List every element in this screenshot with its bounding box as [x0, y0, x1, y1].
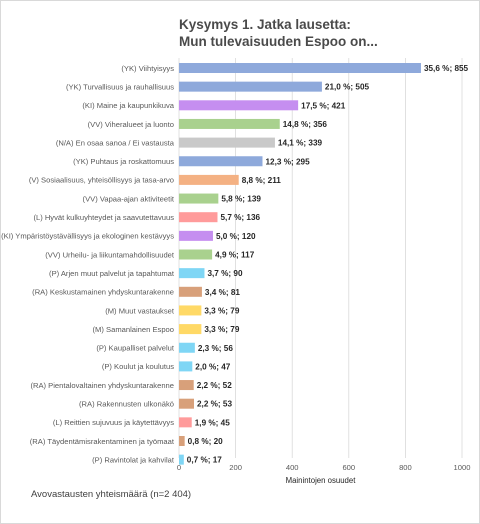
chart-title-line-1: Kysymys 1. Jatka lausetta: [179, 17, 351, 32]
data-label: 5,8 %; 139 [221, 195, 261, 204]
bar [179, 118, 280, 129]
x-tick-label: 600 [342, 463, 355, 472]
bar [179, 286, 202, 297]
category-label: (M) Samanlainen Espoo [93, 325, 174, 334]
category-label: (N/A) En osaa sanoa / Ei vastausta [56, 138, 175, 147]
category-label: (P) Kaupalliset palvelut [96, 344, 175, 353]
category-label: (V) Sosiaalisuus, yhteisöllisyys ja tasa… [29, 176, 174, 185]
category-label: (L) Hyvät kulkuyhteydet ja saavutettavuu… [33, 213, 174, 222]
data-label: 3,3 %; 79 [204, 325, 239, 334]
bar [179, 63, 421, 73]
data-label: 12,3 %; 295 [265, 157, 310, 166]
bar [179, 361, 193, 372]
category-label: (RA) Rakennusten ulkonäkö [79, 400, 174, 409]
chart-title-line-2: Mun tulevaisuuden Espoo on... [179, 34, 378, 49]
footnote: Avovastausten yhteismäärä (n=2 404) [31, 489, 192, 500]
data-label: 5,0 %; 120 [216, 232, 256, 241]
category-label: (VV) Viheralueet ja luonto [88, 120, 174, 129]
category-label: (VV) Urheilu- ja liikuntamahdollisuudet [45, 250, 175, 259]
category-label: (KI) Ympäristöystävällisyys ja ekologine… [1, 232, 174, 241]
data-label: 2,2 %; 52 [197, 381, 232, 390]
data-label: 21,0 %; 505 [325, 83, 370, 92]
data-label: 17,5 %; 421 [301, 101, 346, 110]
bar [179, 100, 299, 111]
x-axis-title: Mainintojen osuudet [286, 476, 357, 485]
category-label: (L) Reittien sujuvuus ja käytettävyys [53, 418, 174, 427]
bar [179, 137, 275, 148]
category-label: (VV) Vapaa-ajan aktiviteetit [83, 194, 175, 203]
data-label: 3,7 %; 90 [207, 269, 242, 278]
data-label: 0,7 %; 17 [187, 456, 222, 465]
data-label: 14,8 %; 356 [283, 120, 328, 129]
data-label: 14,1 %; 339 [278, 139, 323, 148]
category-label: (M) Muut vastaukset [105, 306, 175, 315]
category-label: (RA) Pientalovaltainen yhdyskuntarakenne [30, 381, 174, 390]
bar [179, 174, 239, 185]
x-tick-label: 200 [229, 463, 242, 472]
bar [179, 156, 263, 167]
category-label: (YK) Turvallisuus ja rauhallisuus [66, 82, 174, 91]
bar [179, 436, 185, 446]
category-label: (P) Arjen muut palvelut ja tapahtumat [49, 269, 175, 278]
category-label: (YK) Puhtaus ja roskattomuus [73, 157, 174, 166]
data-label: 3,3 %; 79 [204, 306, 239, 315]
category-label: (P) Ravintolat ja kahvilat [92, 455, 175, 464]
data-label: 1,9 %; 45 [195, 418, 230, 427]
x-tick-label: 800 [399, 463, 412, 472]
bar [179, 398, 194, 409]
category-label: (YK) Viihtyisyys [121, 64, 174, 73]
bar [179, 342, 195, 353]
data-label: 2,3 %; 56 [198, 344, 233, 353]
category-label: (RA) Keskustamainen yhdyskuntarakenne [32, 288, 174, 297]
data-label: 2,0 %; 47 [195, 362, 230, 371]
category-label: (KI) Maine ja kaupunkikuva [82, 101, 174, 110]
x-tick-label: 400 [286, 463, 299, 472]
bar [179, 81, 322, 92]
bar [179, 417, 192, 428]
data-label: 0,8 %; 20 [188, 437, 223, 446]
bar [179, 454, 184, 465]
bar [179, 212, 218, 223]
data-label: 2,2 %; 53 [197, 400, 232, 409]
x-tick-label: 1000 [454, 463, 471, 472]
data-label: 4,9 %; 117 [215, 251, 255, 260]
bar [179, 380, 194, 391]
data-label: 5,7 %; 136 [220, 213, 260, 222]
data-label: 3,4 %; 81 [205, 288, 240, 297]
bar [179, 230, 213, 241]
x-tick-label: 0 [177, 463, 181, 472]
bar [179, 249, 213, 260]
bar [179, 324, 202, 335]
bar [179, 305, 202, 316]
data-label: 8,8 %; 211 [242, 176, 282, 185]
category-label: (P) Koulut ja koulutus [102, 362, 174, 371]
bar [179, 193, 219, 204]
data-label: 35,6 %; 855 [424, 64, 469, 73]
chart-title: Kysymys 1. Jatka lausetta: Mun tulevaisu… [179, 16, 378, 50]
category-label: (RA) Täydentämisrakentaminen ja työmaat [30, 437, 175, 446]
bar [179, 268, 205, 279]
